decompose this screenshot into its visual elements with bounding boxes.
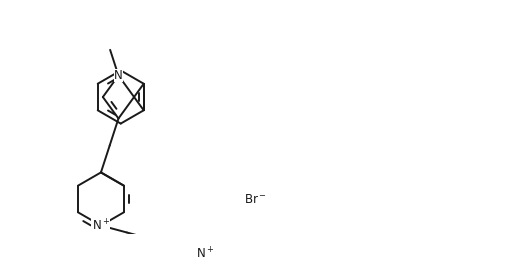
Text: N$^+$: N$^+$ bbox=[196, 246, 215, 259]
Text: Br$^-$: Br$^-$ bbox=[245, 193, 267, 206]
Text: N$^+$: N$^+$ bbox=[92, 218, 110, 233]
Text: N: N bbox=[114, 69, 123, 82]
